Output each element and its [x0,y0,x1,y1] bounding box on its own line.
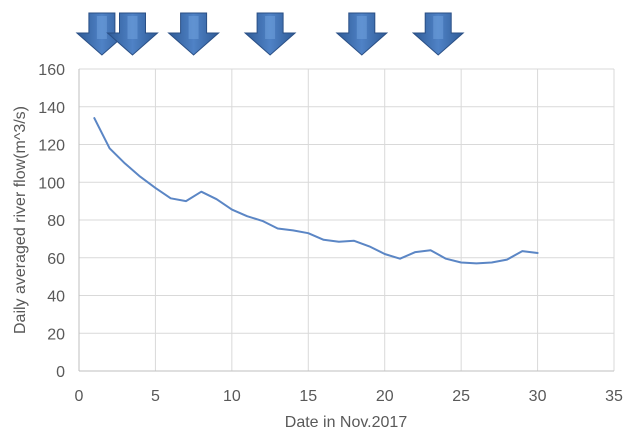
x-tick-label: 10 [223,388,241,405]
y-tick-label: 160 [38,62,65,79]
grid [78,68,615,372]
down-arrow-icon [106,12,159,56]
x-tick-label: 30 [529,388,547,405]
down-arrow-icon [75,12,129,56]
down-arrow-highlight [127,16,138,39]
down-arrow-icon [411,12,465,56]
x-tick-label: 35 [605,388,623,405]
down-arrow-highlight [356,16,367,39]
down-arrow-icon [335,12,389,56]
y-axis-title: Daily averaged river flow(m^3/s) [12,106,29,334]
down-arrow-highlight [265,16,276,39]
x-tick-label: 20 [376,388,394,405]
down-arrow-highlight [188,16,199,39]
x-axis-title: Date in Nov.2017 [285,414,408,430]
y-tick-label: 40 [47,289,65,306]
x-tick-label: 5 [151,388,160,405]
y-tick-label: 0 [56,364,65,381]
y-tick-label: 20 [47,326,65,343]
axes: 0 20 40 60 80 100 120 140 160 0 5 10 15 20 25 30 35 [38,62,623,405]
down-arrow-highlight [96,16,107,39]
series-line [93,117,539,265]
marker-layer [75,12,465,56]
x-tick-label: 15 [299,388,317,405]
y-tick-label: 140 [38,100,65,117]
x-tick-label: 25 [452,388,470,405]
down-arrow-icon [167,12,220,56]
down-arrow-icon [243,12,297,56]
down-arrow-highlight [433,16,444,39]
y-tick-label: 60 [47,251,65,268]
y-tick-label: 80 [47,213,65,230]
x-tick-label: 0 [75,388,84,405]
y-tick-label: 100 [38,175,65,192]
y-tick-label: 120 [38,138,65,155]
series-layer [93,117,539,265]
